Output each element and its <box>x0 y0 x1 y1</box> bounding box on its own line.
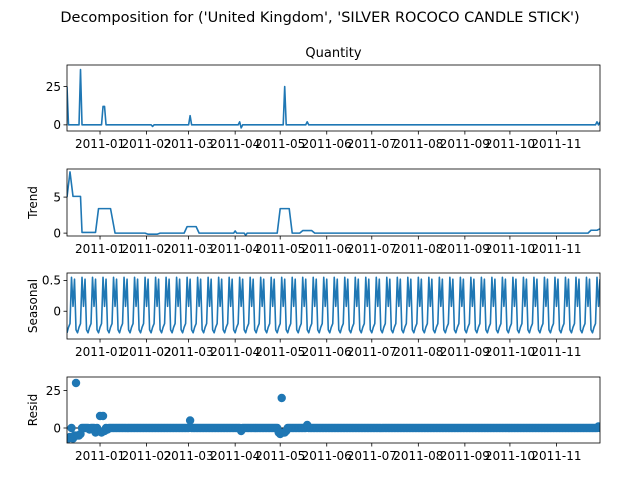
x-tick-label: 2011-05 <box>255 449 305 463</box>
x-tick-label: 2011-03 <box>164 345 214 359</box>
x-tick-label: 2011-02 <box>122 242 172 256</box>
x-tick-label: 2011-07 <box>347 242 397 256</box>
resid-point <box>185 416 195 425</box>
x-tick-label: 2011-08 <box>393 137 443 151</box>
x-tick-label: 2011-04 <box>210 137 260 151</box>
resid-point <box>277 393 286 403</box>
x-tick-label: 2011-01 <box>75 137 125 151</box>
x-tick-label: 2011-08 <box>393 345 443 359</box>
x-tick-label: 2011-08 <box>393 449 443 463</box>
x-tick-label: 2011-10 <box>485 345 535 359</box>
x-tick-label: 2011-09 <box>440 449 490 463</box>
x-tick-label: 2011-02 <box>122 449 172 463</box>
x-tick-label: 2011-09 <box>440 137 490 151</box>
y-tick-label: 25 <box>46 80 61 94</box>
axes-frame <box>66 272 601 340</box>
x-tick-label: 2011-11 <box>531 345 581 359</box>
x-tick-label: 2011-07 <box>347 449 397 463</box>
x-tick-label: 2011-06 <box>302 449 352 463</box>
x-tick-label: 2011-01 <box>75 449 125 463</box>
x-tick-label: 2011-01 <box>75 345 125 359</box>
x-tick-label: 2011-05 <box>255 242 305 256</box>
x-tick-label: 2011-08 <box>393 242 443 256</box>
x-tick-label: 2011-10 <box>485 137 535 151</box>
subplot-3: Seasonal 0 0.5 2011-012011-022011-032011-04… <box>26 272 601 359</box>
x-tick-label: 2011-04 <box>210 242 260 256</box>
x-tick-label: 2011-10 <box>485 242 535 256</box>
x-tick-label: 2011-02 <box>122 137 172 151</box>
y-axis-label: Seasonal <box>26 279 40 333</box>
subplot-1: Quantity0252011-012011-022011-032011-042… <box>46 46 601 151</box>
subplot-2: Trend052011-012011-022011-032011-042011-… <box>26 168 601 256</box>
plot-area <box>67 171 600 236</box>
y-axis-label: Resid <box>26 394 40 426</box>
axes-frame <box>66 168 601 237</box>
x-tick-label: 2011-07 <box>347 345 397 359</box>
x-tick-label: 2011-05 <box>255 345 305 359</box>
y-tick-label: 0 <box>53 226 61 240</box>
x-tick-label: 2011-06 <box>302 345 352 359</box>
x-tick-label: 2011-02 <box>122 345 172 359</box>
axes-frame <box>66 376 601 444</box>
x-tick-label: 2011-10 <box>485 449 535 463</box>
subplot-title: Quantity <box>305 46 361 61</box>
x-tick-label: 2011-03 <box>164 449 214 463</box>
x-tick-label: 2011-04 <box>210 449 260 463</box>
x-tick-label: 2011-09 <box>440 242 490 256</box>
plot-area <box>67 276 600 334</box>
x-tick-label: 2011-07 <box>347 137 397 151</box>
axes-frame <box>66 64 601 132</box>
x-tick-label: 2011-11 <box>531 449 581 463</box>
y-tick-label: 0.5 <box>42 274 61 288</box>
resid-point <box>71 378 81 388</box>
y-tick-label: 25 <box>46 384 61 398</box>
plot-area <box>67 378 600 443</box>
plot-area <box>67 68 600 129</box>
y-axis-label: Trend <box>26 186 40 220</box>
x-tick-label: 2011-04 <box>210 345 260 359</box>
x-tick-label: 2011-11 <box>531 242 581 256</box>
trend-line <box>67 171 600 236</box>
subplot-4: Resid0252011-012011-022011-032011-042011… <box>26 376 601 463</box>
x-tick-label: 2011-03 <box>164 137 214 151</box>
quantity-line <box>67 68 600 129</box>
y-tick-label: 0 <box>53 118 61 132</box>
x-tick-label: 2011-01 <box>75 242 125 256</box>
x-tick-label: 2011-09 <box>440 345 490 359</box>
resid-point <box>595 423 600 433</box>
x-tick-label: 2011-06 <box>302 137 352 151</box>
resid-point <box>98 411 108 421</box>
y-tick-label: 0 <box>53 305 61 319</box>
resid-point <box>67 423 76 433</box>
y-tick-label: 5 <box>53 190 61 204</box>
seasonal-line <box>67 276 600 334</box>
x-tick-label: 2011-06 <box>302 242 352 256</box>
figure-suptitle: Decomposition for ('United Kingdom', 'SI… <box>60 10 579 26</box>
y-tick-label: 0 <box>53 421 61 435</box>
x-tick-label: 2011-05 <box>255 137 305 151</box>
x-tick-label: 2011-03 <box>164 242 214 256</box>
x-tick-label: 2011-11 <box>531 137 581 151</box>
